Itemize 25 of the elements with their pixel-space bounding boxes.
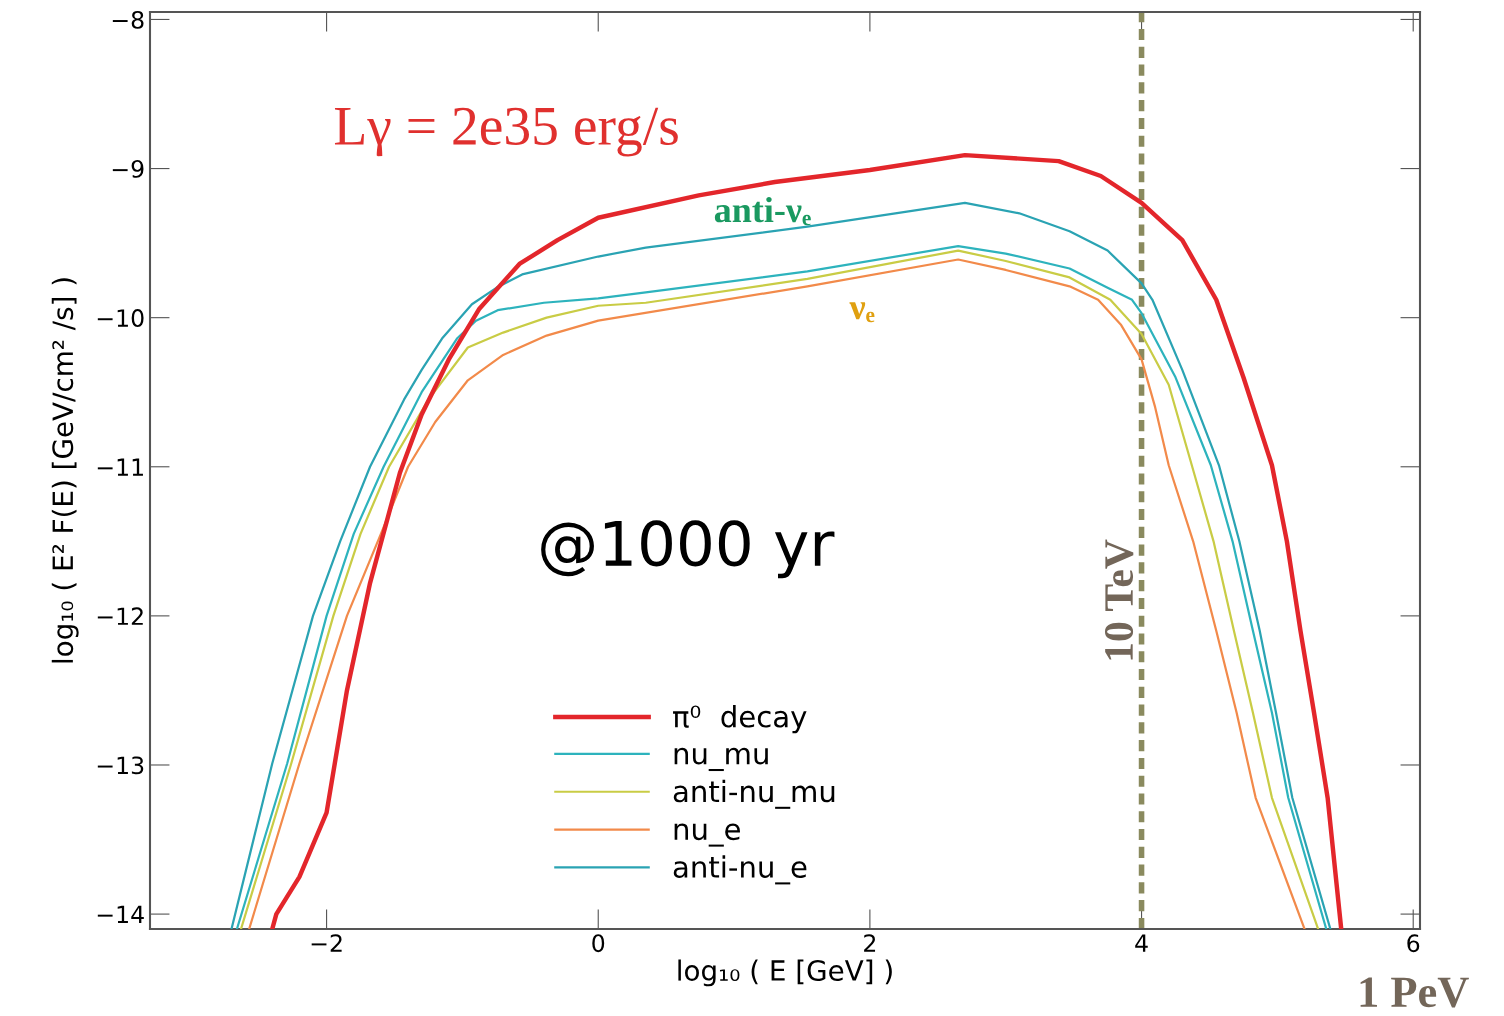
legend-label: anti-nu_e: [673, 855, 807, 885]
x-tick-label: −2: [311, 934, 342, 952]
x-tick-label: 6: [1407, 934, 1420, 953]
y-tick-label: −13: [97, 756, 144, 775]
x-axis-title: log₁₀ ( E [GeV] ): [678, 959, 892, 987]
x-tick-label: 4: [1135, 934, 1148, 952]
text: 1 PeV: [1360, 977, 1469, 1008]
y-axis-title: log₁₀ ( E² F(E) [GeV/cm² /s] ): [51, 278, 79, 663]
y-tick-label: −14: [97, 905, 144, 924]
legend-label: π⁰ decay: [673, 705, 807, 734]
annotation: νₑ: [849, 302, 875, 323]
y-tick-label: −11: [97, 458, 143, 476]
annotation: @1000 yr: [541, 520, 835, 579]
x-tick-label: 0: [592, 934, 605, 953]
y-tick-label: −12: [97, 607, 143, 625]
legend-label: nu_e: [674, 823, 740, 847]
y-tick-label: −8: [112, 10, 144, 29]
annotation: Lγ = 2e35 erg/s: [334, 107, 678, 157]
x-tick-label: 2: [864, 934, 876, 952]
legend-label: nu_mu: [674, 747, 768, 772]
annotation: anti-νₑ: [714, 196, 811, 226]
legend-label: anti-nu_mu: [673, 779, 835, 809]
y-tick-label: −10: [97, 309, 144, 327]
y-tick-label: −9: [112, 160, 144, 178]
ref-line-label: 10 TeV: [1104, 539, 1134, 660]
